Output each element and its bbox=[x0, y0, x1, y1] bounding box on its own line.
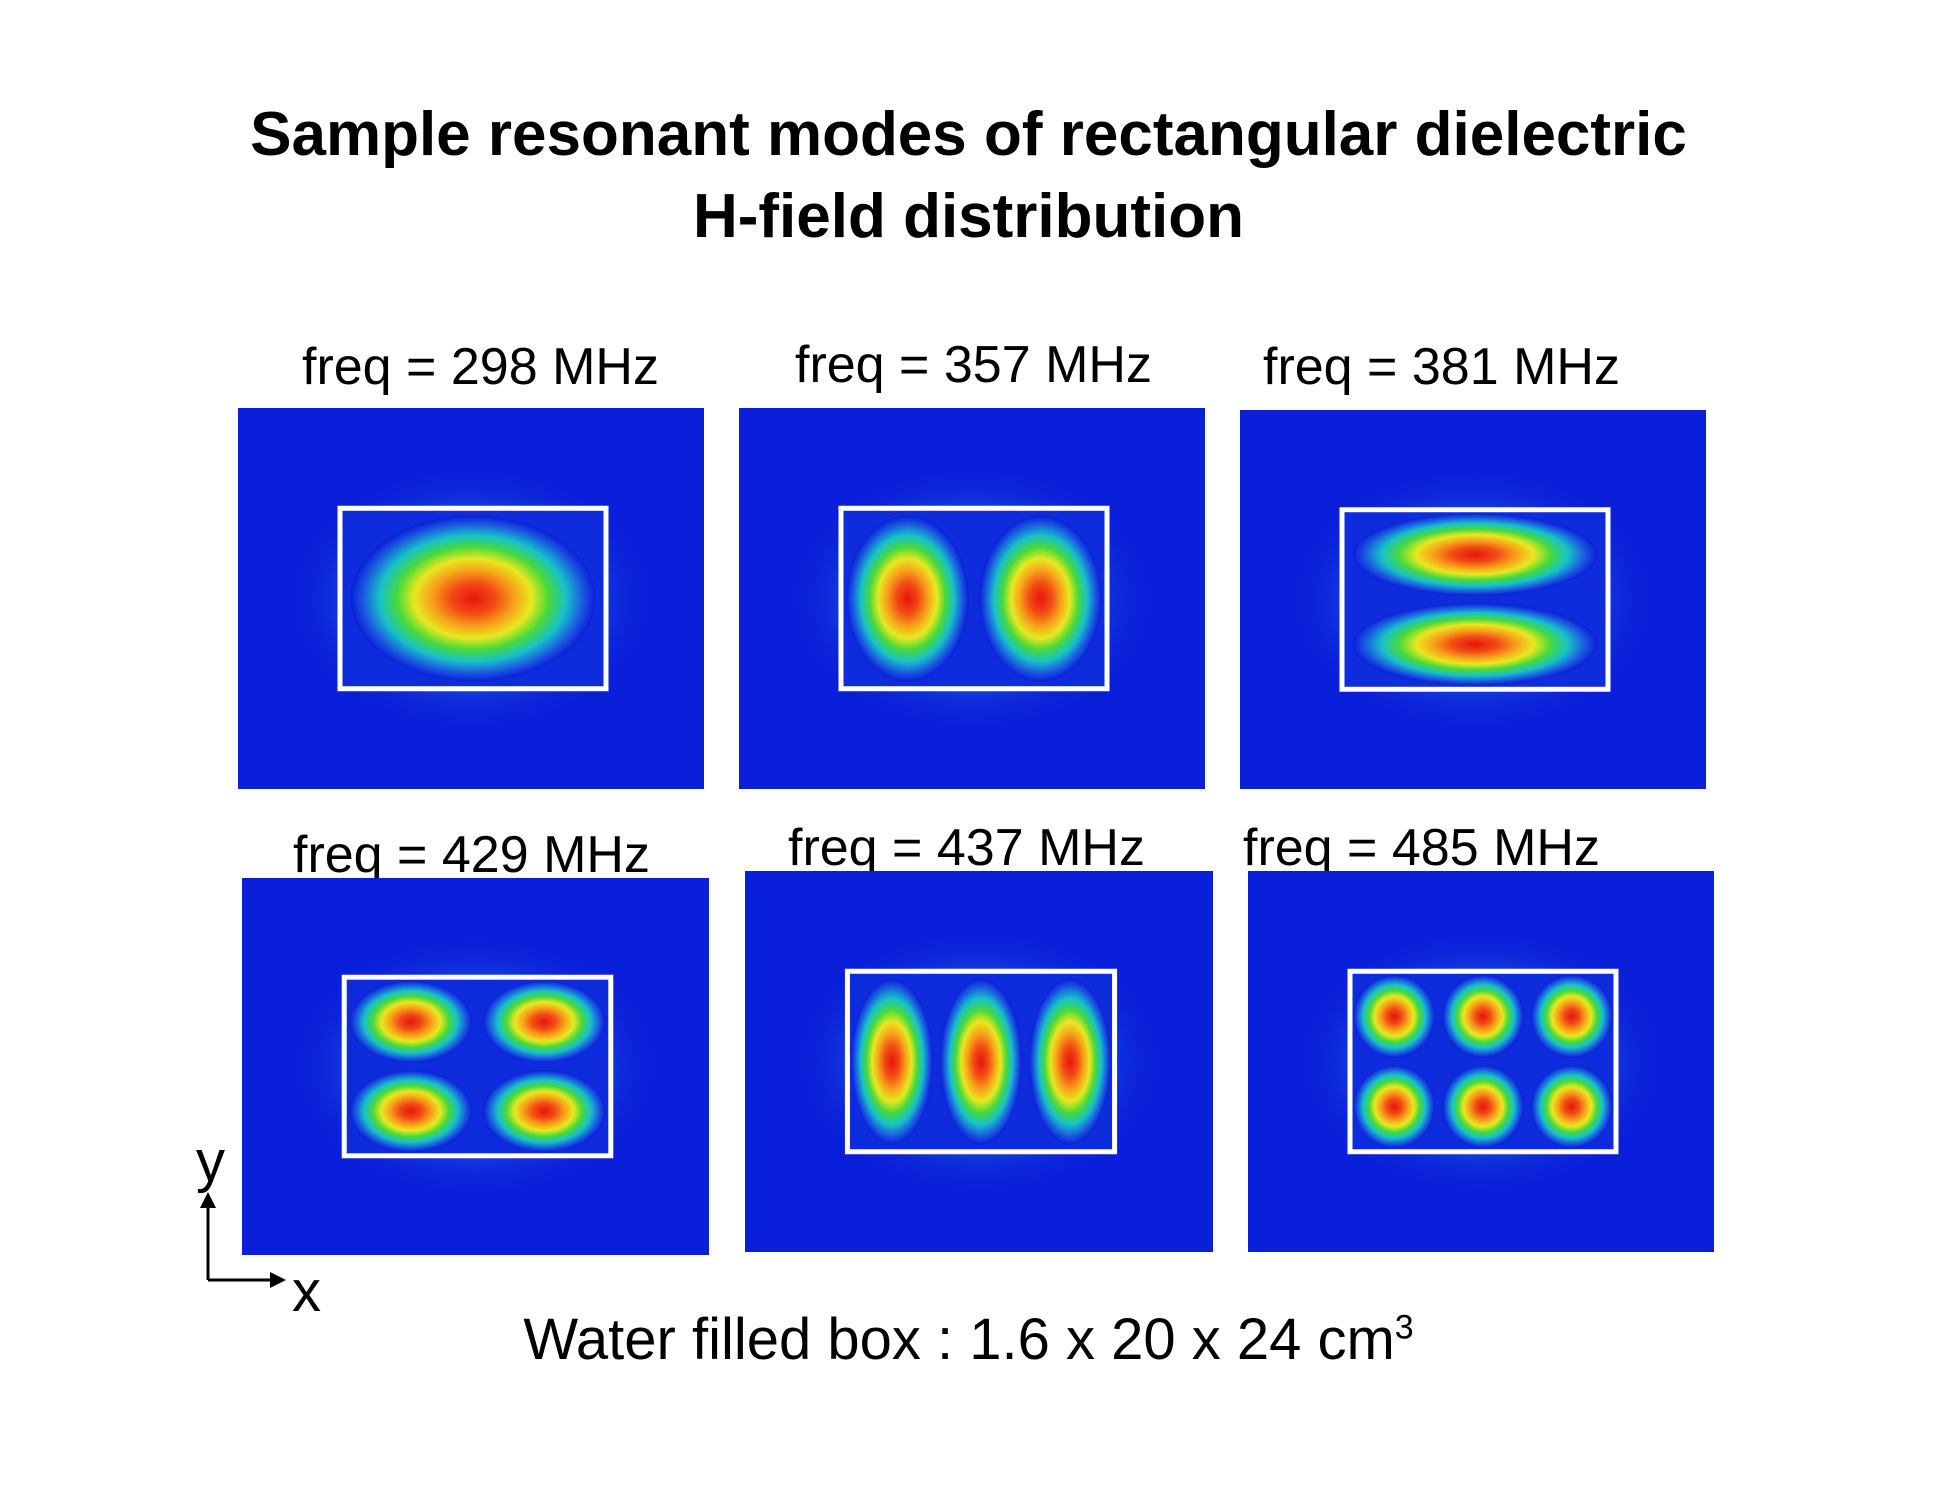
box-outline bbox=[337, 505, 609, 692]
field-lobe bbox=[482, 980, 606, 1063]
box-outline bbox=[341, 974, 614, 1159]
caption: Water filled box : 1.6 x 20 x 24 cm3 bbox=[0, 1305, 1937, 1375]
freq-label-6: freq = 485 MHz bbox=[1243, 819, 1600, 877]
field-lobe bbox=[1353, 974, 1436, 1058]
field-map-429mhz bbox=[242, 878, 709, 1255]
freq-label-4: freq = 429 MHz bbox=[293, 826, 650, 884]
box-outline bbox=[844, 968, 1118, 1155]
freq-label-5: freq = 437 MHz bbox=[788, 819, 1145, 877]
field-lobe bbox=[349, 1070, 473, 1153]
field-lobe bbox=[846, 515, 969, 682]
caption-text: Water filled box : 1.6 x 20 x 24 cm bbox=[523, 1307, 1395, 1372]
box-outline bbox=[838, 505, 1110, 692]
field-lobe bbox=[940, 978, 1022, 1145]
y-axis-label: y bbox=[196, 1129, 225, 1194]
caption-superscript: 3 bbox=[1394, 1308, 1414, 1347]
field-lobe bbox=[1530, 1065, 1613, 1149]
field-lobe bbox=[850, 978, 933, 1145]
freq-label-3: freq = 381 MHz bbox=[1263, 338, 1620, 396]
axis-indicator bbox=[200, 1192, 286, 1288]
field-map-381mhz bbox=[1240, 410, 1706, 789]
freq-label-2: freq = 357 MHz bbox=[795, 336, 1152, 394]
field-lobe bbox=[349, 980, 473, 1063]
field-lobe bbox=[1352, 603, 1598, 686]
y-arrowhead bbox=[200, 1192, 216, 1208]
title-line-2: H-field distribution bbox=[692, 182, 1245, 251]
field-map-357mhz bbox=[739, 408, 1205, 789]
box-outline bbox=[1339, 507, 1611, 692]
title-line-1: Sample resonant modes of rectangular die… bbox=[250, 100, 1687, 169]
field-lobe bbox=[1530, 974, 1613, 1058]
field-map-298mhz bbox=[238, 408, 704, 789]
field-lobe bbox=[1029, 978, 1112, 1145]
x-arrowhead bbox=[270, 1272, 286, 1288]
freq-label-1: freq = 298 MHz bbox=[302, 338, 659, 396]
field-lobe bbox=[979, 515, 1102, 682]
box-outline bbox=[1347, 968, 1619, 1155]
field-lobe bbox=[350, 515, 596, 682]
field-lobe bbox=[1442, 1065, 1524, 1149]
field-map-437mhz bbox=[745, 871, 1213, 1252]
field-lobe bbox=[482, 1070, 606, 1153]
field-lobe bbox=[1353, 1065, 1436, 1149]
field-lobe bbox=[1442, 974, 1524, 1058]
field-lobe bbox=[1352, 513, 1598, 596]
field-map-485mhz bbox=[1248, 871, 1714, 1252]
x-axis-label: x bbox=[292, 1259, 321, 1324]
